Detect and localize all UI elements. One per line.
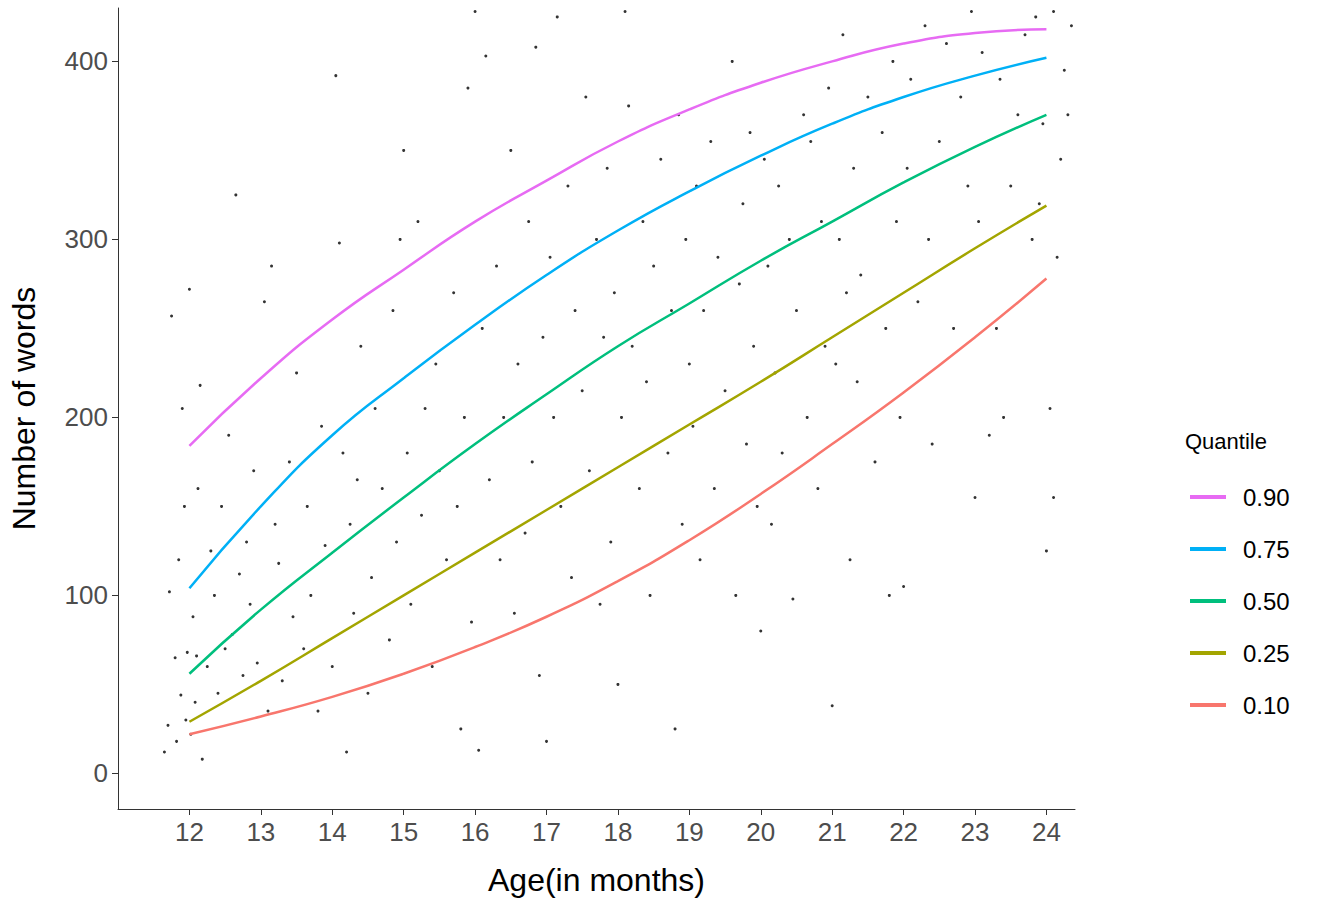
svg-text:18: 18 [603, 817, 632, 847]
svg-text:0.75: 0.75 [1243, 536, 1290, 563]
svg-text:22: 22 [889, 817, 918, 847]
svg-text:200: 200 [65, 402, 108, 432]
svg-text:Age(in months): Age(in months) [488, 862, 705, 898]
svg-text:0: 0 [94, 758, 108, 788]
svg-text:0.10: 0.10 [1243, 692, 1290, 719]
svg-text:16: 16 [461, 817, 490, 847]
svg-text:0.90: 0.90 [1243, 484, 1290, 511]
svg-text:19: 19 [675, 817, 704, 847]
svg-text:15: 15 [389, 817, 418, 847]
svg-text:20: 20 [746, 817, 775, 847]
svg-text:300: 300 [65, 224, 108, 254]
svg-text:100: 100 [65, 580, 108, 610]
svg-text:17: 17 [532, 817, 561, 847]
svg-text:0.25: 0.25 [1243, 640, 1290, 667]
svg-text:24: 24 [1032, 817, 1061, 847]
svg-text:13: 13 [246, 817, 275, 847]
svg-text:Number of words: Number of words [6, 287, 42, 531]
svg-text:12: 12 [175, 817, 204, 847]
svg-text:0.50: 0.50 [1243, 588, 1290, 615]
svg-text:23: 23 [961, 817, 990, 847]
svg-text:Quantile: Quantile [1185, 429, 1267, 454]
svg-text:400: 400 [65, 46, 108, 76]
svg-text:14: 14 [318, 817, 347, 847]
svg-text:21: 21 [818, 817, 847, 847]
